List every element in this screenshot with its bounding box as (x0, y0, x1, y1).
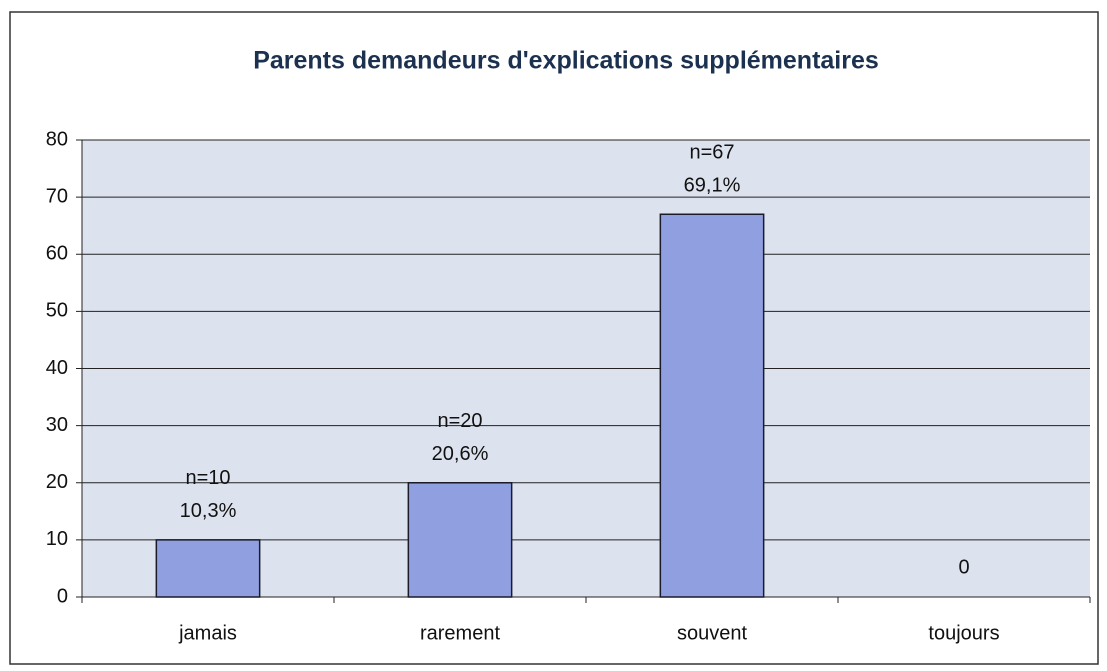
y-tick-label: 30 (46, 414, 68, 436)
x-tick-label: jamais (178, 622, 237, 644)
y-tick-label: 10 (46, 528, 68, 550)
value-label: n=20 (437, 410, 482, 432)
y-tick-label: 60 (46, 243, 68, 265)
percent-label: 10,3% (180, 500, 237, 522)
percent-label: 69,1% (684, 175, 741, 197)
value-label: n=67 (689, 142, 734, 164)
bar (155, 539, 261, 598)
chart-title: Parents demandeurs d'explications supplé… (253, 47, 879, 75)
percent-label: 20,6% (432, 443, 489, 465)
x-tick-label: souvent (677, 622, 747, 644)
y-tick-label: 20 (46, 471, 68, 493)
y-tick-label: 40 (46, 357, 68, 379)
bar (659, 213, 765, 598)
y-tick-label: 80 (46, 128, 68, 150)
x-tick-label: toujours (928, 622, 999, 644)
value-label: 0 (958, 556, 969, 578)
bar (407, 482, 513, 598)
value-label: n=10 (185, 467, 230, 489)
y-tick-label: 50 (46, 300, 68, 322)
y-tick-label: 0 (57, 585, 68, 607)
x-tick-label: rarement (420, 622, 500, 644)
y-tick-label: 70 (46, 185, 68, 207)
